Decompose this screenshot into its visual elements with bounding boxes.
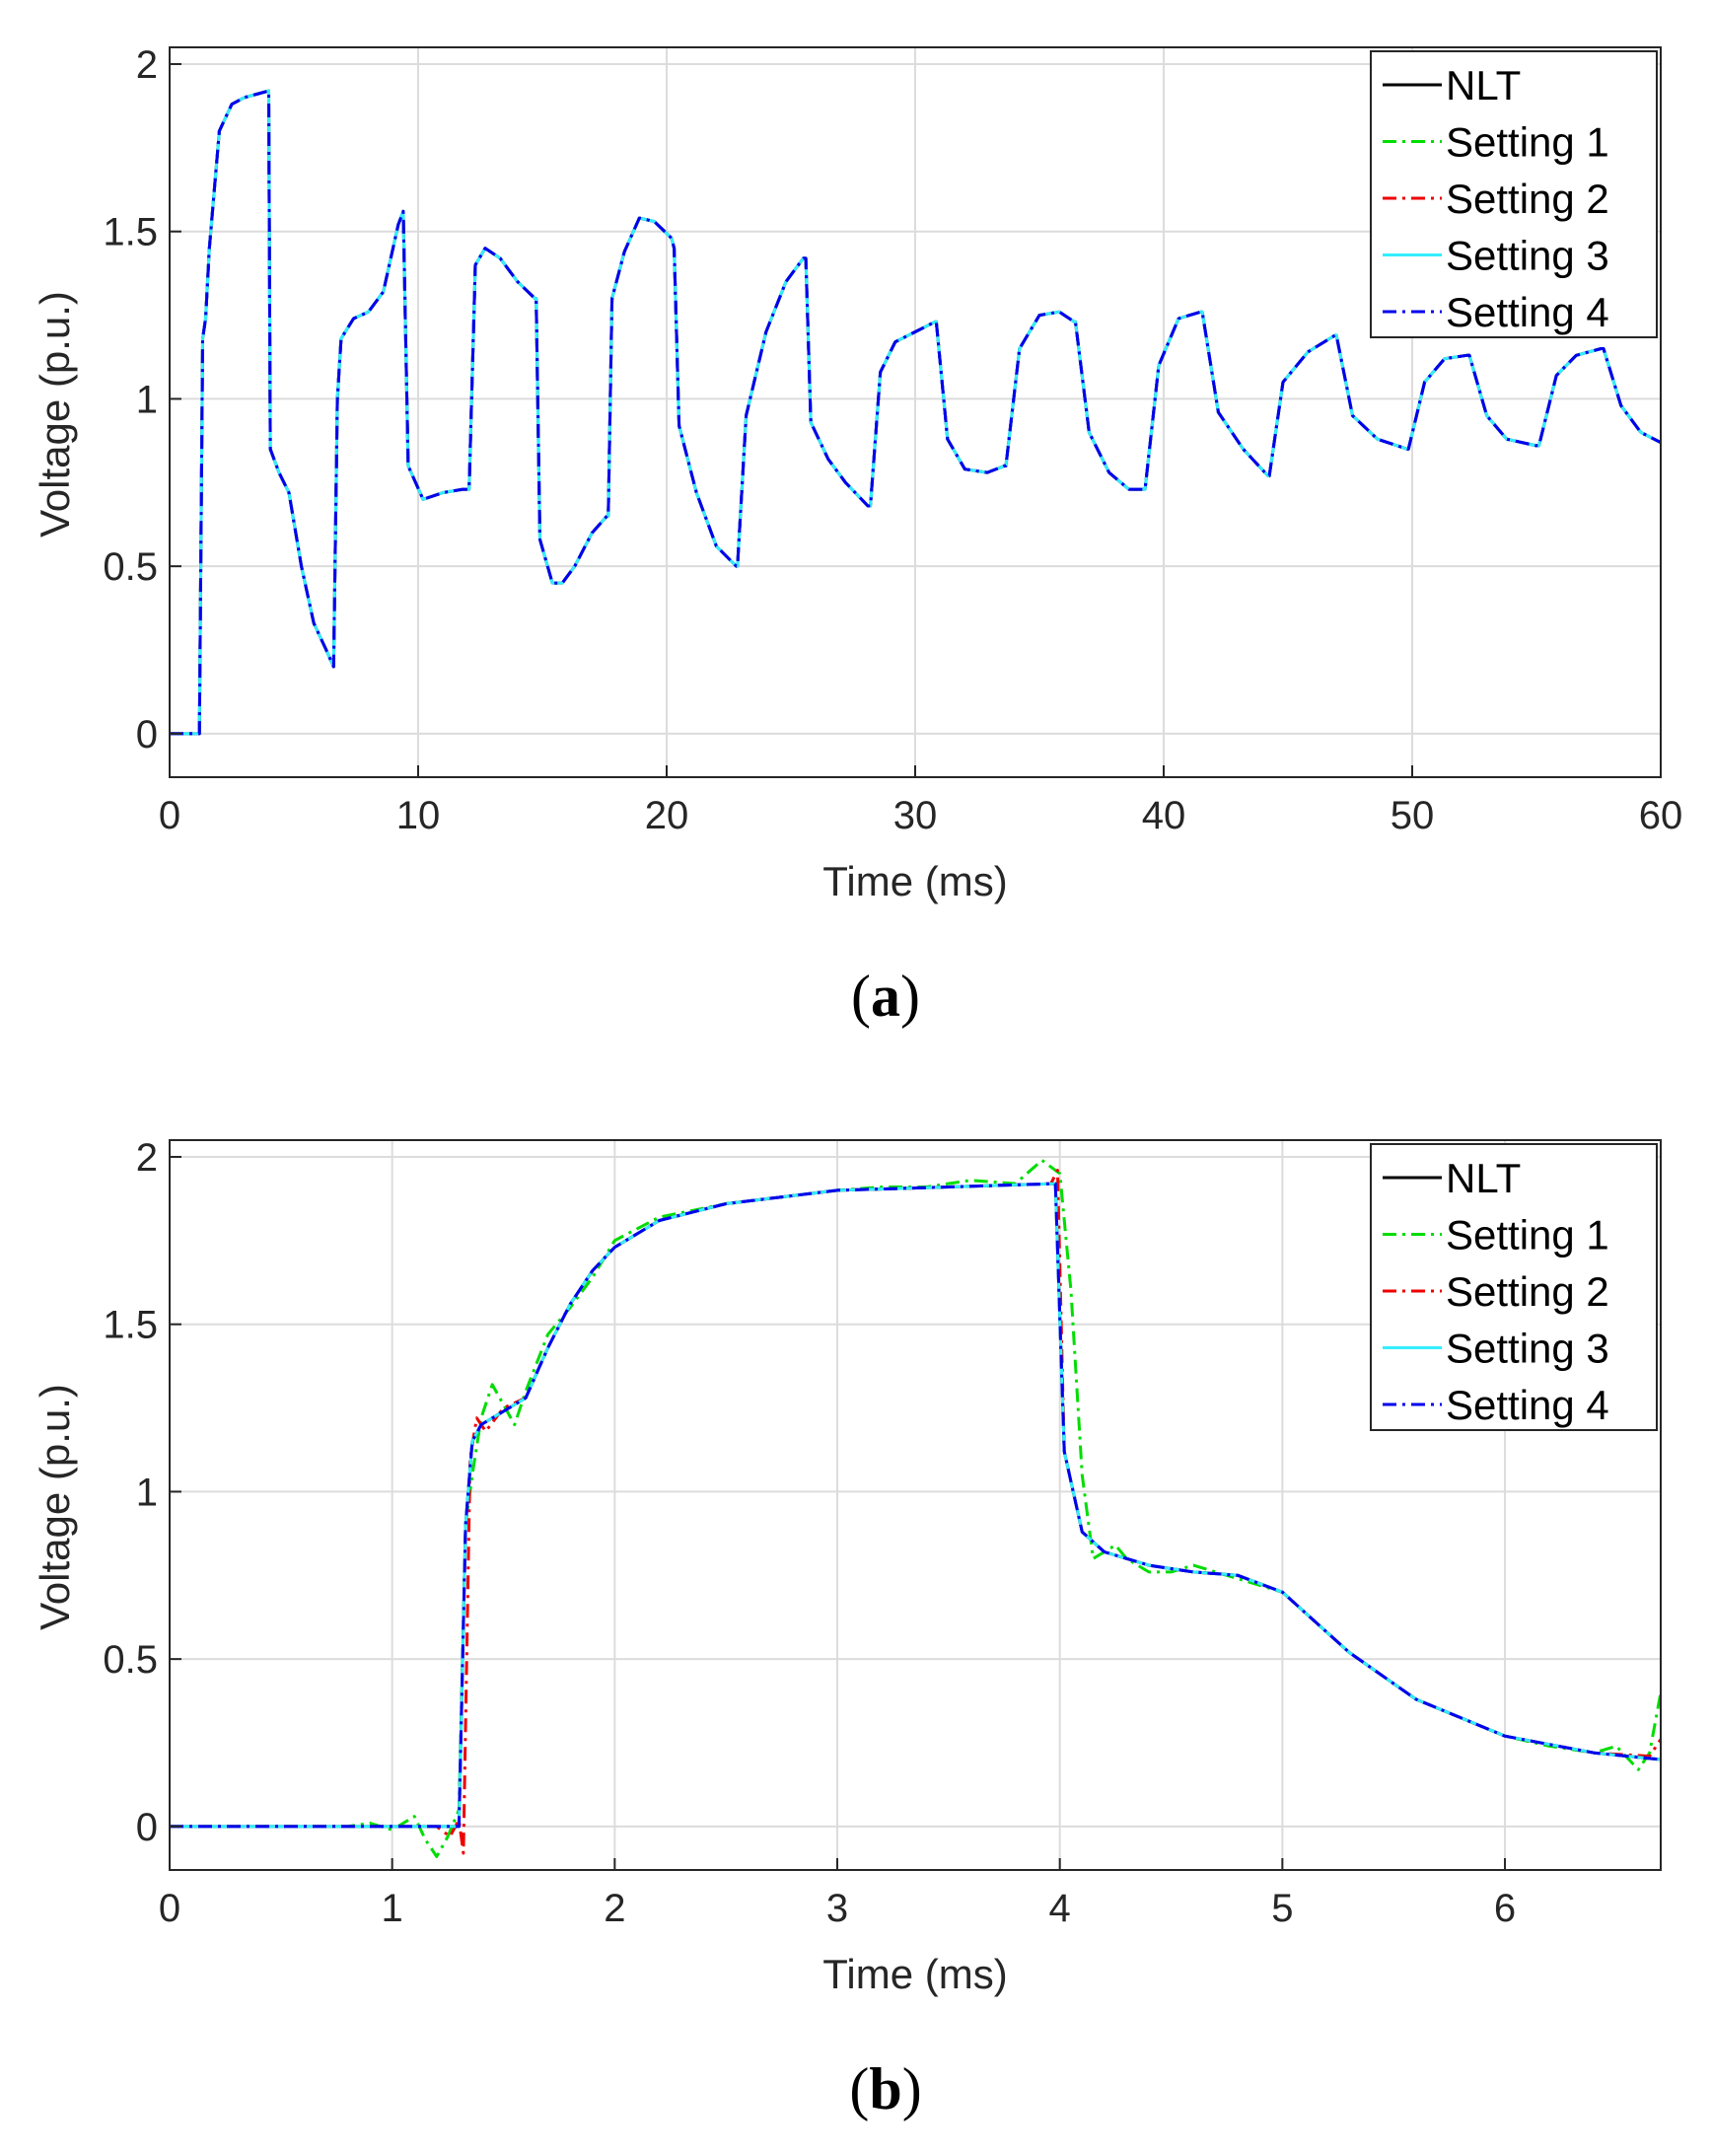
y-tick-label-a: 2 bbox=[136, 43, 158, 87]
y-tick-label-a: 0.5 bbox=[103, 545, 158, 589]
chart-panel-b: 0 1 2 3 4 5 6 0 0.5 1 1.5 2 Time (ms) Voltage (p.u.… bbox=[32, 1136, 1663, 2121]
y-tick-label-b: 1 bbox=[136, 1471, 158, 1514]
panel-caption-a: (a) bbox=[851, 964, 920, 1029]
legend-box-b bbox=[1370, 1143, 1658, 1431]
x-tick-label-a: 10 bbox=[396, 794, 441, 837]
x-tick-label-b: 2 bbox=[604, 1887, 625, 1930]
legend-a: NLT Setting 1 Setting 2 Setting 3 Setting 4 bbox=[1370, 50, 1658, 338]
series-group-a bbox=[170, 89, 1662, 736]
x-axis-label-a: Time (ms) bbox=[822, 858, 1007, 904]
legend-label-nlt-b: NLT bbox=[1446, 1155, 1521, 1201]
legend-label-setting-4-b: Setting 4 bbox=[1446, 1382, 1609, 1428]
x-tick-label-a: 20 bbox=[645, 794, 689, 837]
legend-label-nlt-a: NLT bbox=[1446, 62, 1521, 108]
panel-caption-b: (b) bbox=[849, 2056, 921, 2121]
series-line-setting-1-b bbox=[170, 1158, 1663, 1858]
series-line-setting-4-a bbox=[170, 89, 1662, 736]
x-tick-label-b: 0 bbox=[159, 1887, 180, 1930]
legend-label-setting-4-a: Setting 4 bbox=[1446, 289, 1609, 335]
legend-label-setting-1-b: Setting 1 bbox=[1446, 1212, 1609, 1258]
y-axis-label-a: Voltage (p.u.) bbox=[32, 291, 78, 538]
x-tick-label-b: 1 bbox=[382, 1887, 403, 1930]
legend-label-setting-3-b: Setting 3 bbox=[1446, 1326, 1609, 1372]
x-tick-label-a: 30 bbox=[893, 794, 938, 837]
y-tick-label-a: 1.5 bbox=[103, 211, 158, 254]
x-tick-label-b: 4 bbox=[1049, 1887, 1071, 1930]
series-line-setting-4-b bbox=[170, 1182, 1662, 1829]
legend-label-setting-1-a: Setting 1 bbox=[1446, 119, 1609, 166]
x-tick-label-a: 50 bbox=[1391, 794, 1435, 837]
x-axis-label-b: Time (ms) bbox=[822, 1951, 1007, 1997]
x-tick-label-a: 0 bbox=[159, 794, 180, 837]
x-tick-label-b: 3 bbox=[826, 1887, 848, 1930]
legend-label-setting-2-a: Setting 2 bbox=[1446, 176, 1609, 222]
y-tick-label-b: 2 bbox=[136, 1136, 158, 1180]
legend-label-setting-3-a: Setting 3 bbox=[1446, 233, 1609, 279]
y-tick-label-b: 1.5 bbox=[103, 1304, 158, 1347]
plot-frame-b bbox=[169, 1139, 1662, 1871]
chart-panel-a: 0 10 20 30 40 50 60 0 0.5 1 1.5 2 Time (ms) Voltage… bbox=[32, 43, 1682, 1029]
legend-b: NLT Setting 1 Setting 2 Setting 3 Setting 4 bbox=[1370, 1143, 1658, 1431]
y-tick-label-b: 0.5 bbox=[103, 1638, 158, 1682]
y-tick-label-b: 0 bbox=[136, 1806, 158, 1849]
y-tick-label-a: 0 bbox=[136, 713, 158, 756]
x-tick-label-a: 60 bbox=[1639, 794, 1683, 837]
tick-labels-b: 0 1 2 3 4 5 6 0 0.5 1 1.5 2 bbox=[103, 1136, 1516, 1930]
legend-box-a bbox=[1370, 50, 1658, 338]
x-tick-label-a: 40 bbox=[1142, 794, 1186, 837]
legend-label-setting-2-b: Setting 2 bbox=[1446, 1268, 1609, 1315]
y-tick-label-a: 1 bbox=[136, 378, 158, 421]
x-tick-label-b: 5 bbox=[1271, 1887, 1293, 1930]
tick-labels-a: 0 10 20 30 40 50 60 0 0.5 1 1.5 2 bbox=[103, 43, 1682, 837]
series-group-b bbox=[170, 1158, 1663, 1858]
y-axis-label-b: Voltage (p.u.) bbox=[32, 1384, 78, 1630]
x-tick-label-b: 6 bbox=[1494, 1887, 1516, 1930]
